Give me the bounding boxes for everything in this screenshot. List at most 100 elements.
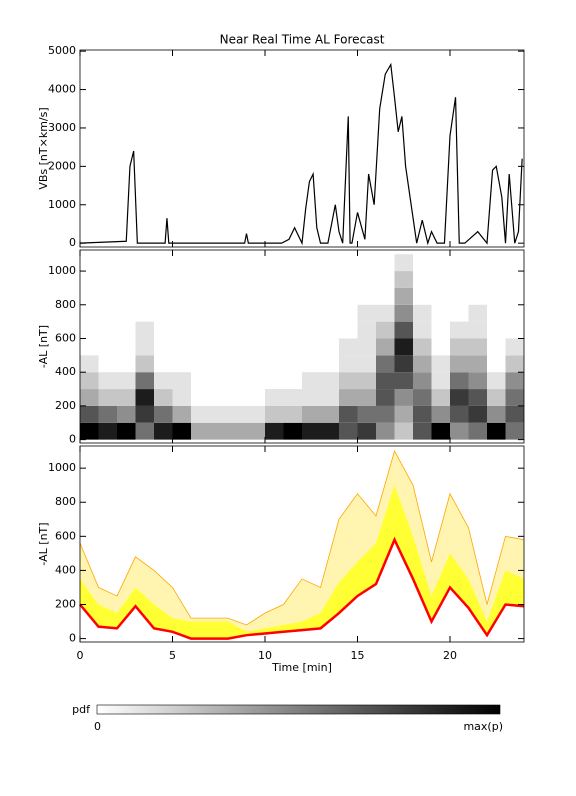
heatmap-cell — [172, 422, 191, 440]
heatmap-cell — [394, 405, 413, 423]
heatmap-cell — [339, 405, 358, 423]
heatmap-cell — [357, 372, 376, 390]
heatmap-cell — [339, 372, 358, 390]
heatmap-cell — [320, 389, 339, 406]
heatmap-cell — [135, 405, 154, 423]
heatmap-cell — [283, 405, 302, 423]
heatmap-cell — [394, 304, 413, 322]
heatmap-cell — [394, 389, 413, 406]
heatmap-cell — [431, 405, 450, 423]
heatmap-cell — [172, 405, 191, 423]
plot-frame — [79, 249, 525, 444]
heatmap-cell — [431, 389, 450, 406]
y-tick-label: 200 — [55, 399, 76, 412]
heatmap-cell — [376, 422, 395, 440]
heatmap-cell — [450, 372, 469, 390]
colorbar-tick-label: 0 — [94, 720, 101, 733]
heatmap-cell — [376, 304, 395, 322]
heatmap-cell — [339, 355, 358, 373]
heatmap-cell — [413, 338, 432, 356]
y-tick-label: 0 — [69, 632, 76, 645]
heatmap-cell — [117, 422, 136, 440]
heatmap-cell — [394, 372, 413, 390]
heatmap-cell — [154, 389, 173, 406]
heatmap-cell — [450, 422, 469, 440]
heatmap-cell — [450, 338, 469, 356]
heatmap-cell — [154, 372, 173, 390]
heatmap-cell — [468, 372, 487, 390]
heatmap-cell — [468, 355, 487, 373]
y-tick-label: 400 — [55, 365, 76, 378]
heatmap-cell — [357, 355, 376, 373]
data-line — [79, 62, 523, 246]
heatmap-cell — [339, 422, 358, 440]
y-axis-label: -AL [nT] — [37, 325, 50, 368]
x-tick-label: 0 — [77, 649, 84, 662]
heatmap-cell — [191, 422, 210, 440]
heatmap-cell — [98, 372, 117, 390]
x-tick-label: 15 — [351, 649, 365, 662]
heatmap-cell — [135, 321, 154, 339]
heatmap-cell — [320, 405, 339, 423]
y-tick-label: 4000 — [48, 83, 76, 96]
heatmap-cell — [413, 372, 432, 390]
heatmap-cell — [487, 372, 506, 390]
heatmap-cell — [413, 355, 432, 373]
y-tick-label: 600 — [55, 529, 76, 542]
heatmap-cell — [505, 389, 524, 406]
heatmap-cell — [135, 338, 154, 356]
heatmap-cell — [468, 338, 487, 356]
heatmap-cell — [265, 405, 284, 423]
heatmap-cell — [431, 355, 450, 373]
y-tick-label: 2000 — [48, 159, 76, 172]
y-tick-label: 3000 — [48, 121, 76, 134]
y-tick-label: 1000 — [48, 461, 76, 474]
heatmap-cell — [413, 422, 432, 440]
heatmap-cell — [191, 405, 210, 423]
heatmap-cell — [154, 422, 173, 440]
heatmap-cell — [265, 389, 284, 406]
x-axis-label: Time [min] — [271, 661, 332, 674]
heatmap-cell — [135, 355, 154, 373]
colorbar-label: pdf — [72, 703, 91, 716]
heatmap-cell — [468, 304, 487, 322]
heatmap-cell — [487, 405, 506, 423]
heatmap-cell — [302, 422, 321, 440]
heatmap-cell — [98, 422, 117, 440]
heatmap-cell — [80, 405, 99, 423]
chart-title: Near Real Time AL Forecast — [220, 33, 385, 47]
heatmap-cell — [450, 321, 469, 339]
colorbar — [96, 704, 501, 715]
heatmap-cell — [450, 389, 469, 406]
heatmap-cell — [468, 405, 487, 423]
heatmap-cell — [265, 422, 284, 440]
y-axis-label: -AL [nT] — [37, 522, 50, 565]
heatmap-cell — [413, 405, 432, 423]
y-tick-label: 0 — [69, 236, 76, 249]
heatmap-cell — [283, 389, 302, 406]
x-tick-label: 20 — [443, 649, 457, 662]
y-tick-label: 5000 — [48, 44, 76, 57]
heatmap-cell — [117, 372, 136, 390]
y-axis-label: VBs [nT×km/s] — [37, 107, 50, 189]
heatmap-cell — [209, 405, 228, 423]
heatmap-cell — [228, 405, 247, 423]
heatmap-cell — [339, 389, 358, 406]
heatmap-cell — [209, 422, 228, 440]
heatmap-cell — [135, 389, 154, 406]
heatmap-cell — [339, 338, 358, 356]
heatmap-cell — [450, 405, 469, 423]
heatmap-cell — [376, 338, 395, 356]
heatmap-cell — [320, 372, 339, 390]
heatmap-cell — [394, 271, 413, 288]
y-tick-label: 600 — [55, 331, 76, 344]
heatmap-cell — [376, 405, 395, 423]
heatmap-cell — [505, 355, 524, 373]
x-tick-label: 5 — [169, 649, 176, 662]
heatmap-cell — [376, 389, 395, 406]
heatmap-cell — [394, 254, 413, 272]
heatmap-cell — [376, 355, 395, 373]
heatmap-cell — [505, 372, 524, 390]
heatmap-cell — [468, 422, 487, 440]
heatmap-cell — [320, 422, 339, 440]
